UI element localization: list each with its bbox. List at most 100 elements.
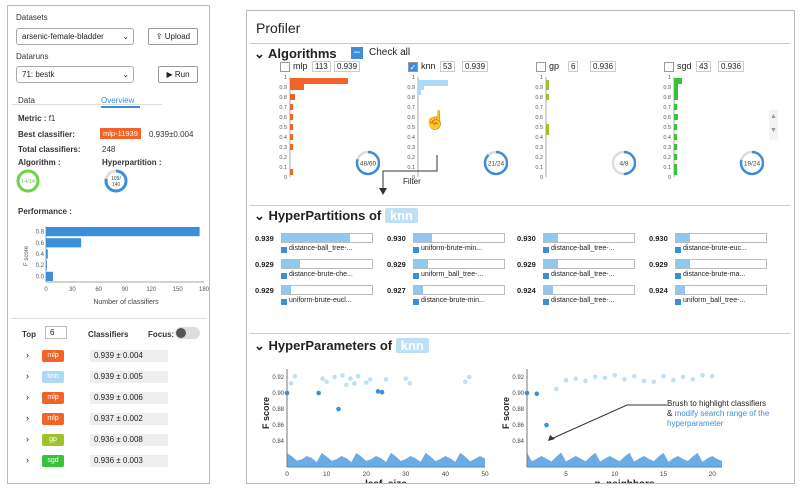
brush-line-1: Brush to highlight classifiers bbox=[667, 399, 767, 408]
upload-icon: ⇪ bbox=[155, 32, 163, 41]
algo-ytick: 0.7 bbox=[663, 105, 671, 111]
hp-score: 0.929 bbox=[255, 260, 274, 269]
hp-checkbox[interactable] bbox=[281, 247, 287, 253]
hp-checkbox[interactable] bbox=[675, 273, 681, 279]
selected-algo-tag: knn bbox=[395, 338, 429, 353]
datarun-select[interactable]: 71: bestk ⌄ bbox=[16, 66, 134, 83]
hyperpartition-item[interactable]: 0.929 distance-ball_tree-... bbox=[517, 259, 645, 283]
tab-divider bbox=[12, 104, 162, 105]
algo-bar bbox=[290, 144, 293, 150]
algo-ytick: 0.2 bbox=[407, 155, 415, 161]
hyperpartition-item[interactable]: 0.930 uniform-brute-min... bbox=[387, 233, 515, 257]
hp-checkbox[interactable] bbox=[543, 299, 549, 305]
hyperpartition-item[interactable]: 0.929 distance-brute-che... bbox=[255, 259, 383, 283]
table-row[interactable]: › mlp 0.939 ± 0.006 bbox=[18, 390, 203, 407]
algo-count: 6 bbox=[568, 61, 579, 72]
hp-checkbox[interactable] bbox=[413, 273, 419, 279]
chevron-down-icon: ⌄ bbox=[122, 32, 129, 41]
algo-bar bbox=[290, 169, 293, 175]
algo-count: 113 bbox=[312, 61, 331, 72]
hp-checkbox[interactable] bbox=[543, 273, 549, 279]
algorithms-header[interactable]: ⌄ Algorithms bbox=[254, 46, 337, 62]
algo-ytick: 1 bbox=[540, 75, 543, 81]
hp-checkbox[interactable] bbox=[281, 299, 287, 305]
table-row[interactable]: › mlp 0.937 ± 0.002 bbox=[18, 411, 203, 428]
run-button[interactable]: ▶ Run bbox=[158, 66, 198, 83]
tab-overview[interactable]: Overview bbox=[101, 96, 141, 108]
table-row[interactable]: › gp 0.936 ± 0.008 bbox=[18, 432, 203, 449]
hp-label: distance-brute-min... bbox=[421, 297, 485, 304]
n-neighbors-chart[interactable]: 0.92 0.90 0.88 0.86 0.84 5 10 15 20 F score n_neig… bbox=[497, 361, 737, 483]
hyperpartition-item[interactable]: 0.924 distance-ball_tree-... bbox=[517, 285, 645, 309]
algo-ytick: 1 bbox=[668, 75, 671, 81]
dataset-select[interactable]: arsenic-female-bladder ⌄ bbox=[16, 28, 134, 45]
ytick: 0.90 bbox=[272, 391, 284, 397]
hyperpartition-item[interactable]: 0.927 distance-brute-min... bbox=[387, 285, 515, 309]
perf-xtick: 0 bbox=[44, 287, 48, 293]
algo-ytick: 0.6 bbox=[279, 115, 287, 121]
hp-bar-fill bbox=[676, 234, 690, 242]
hyperpartition-item[interactable]: 0.939 distance-ball_tree-... bbox=[255, 233, 383, 257]
hyperparameters-header[interactable]: ⌄ HyperParameters of knn bbox=[254, 338, 429, 354]
perf-ytick: 0.4 bbox=[36, 252, 45, 258]
algo-ytick: 0.8 bbox=[407, 95, 415, 101]
expand-chevron-icon[interactable]: › bbox=[26, 392, 29, 402]
hparam-title: HyperParameters of bbox=[268, 338, 393, 353]
algo-ytick: 0.1 bbox=[535, 165, 543, 171]
best-classifier-badge[interactable]: mlp-11939 bbox=[100, 128, 141, 139]
leaf-size-chart[interactable]: 0.92 0.90 0.88 0.86 0.84 0 10 20 30 40 50 F score le… bbox=[257, 361, 489, 483]
algo-bar bbox=[546, 94, 549, 100]
expand-chevron-icon[interactable]: › bbox=[26, 371, 29, 381]
algo-ytick: 0 bbox=[412, 175, 415, 181]
algo-bar bbox=[290, 104, 293, 110]
upload-button-label: Upload bbox=[164, 32, 191, 41]
expand-chevron-icon[interactable]: › bbox=[26, 350, 29, 360]
hyperpartition-item[interactable]: 0.929 distance-brute-ma... bbox=[649, 259, 777, 283]
hp-checkbox[interactable] bbox=[675, 247, 681, 253]
hp-checkbox[interactable] bbox=[281, 273, 287, 279]
algo-ytick: 0.8 bbox=[279, 95, 287, 101]
hp-bar bbox=[543, 259, 635, 269]
hyperpartition-item[interactable]: 0.924 uniform_ball_tree-... bbox=[649, 285, 777, 309]
hp-checkbox[interactable] bbox=[413, 299, 419, 305]
expand-chevron-icon[interactable]: › bbox=[26, 434, 29, 444]
hyperpartition-item[interactable]: 0.929 uniform_ball_tree-... bbox=[387, 259, 515, 283]
hyperpartition-item[interactable]: 0.930 distance-brute-euc... bbox=[649, 233, 777, 257]
algo-checkbox[interactable] bbox=[280, 62, 290, 72]
check-all-checkbox[interactable]: – bbox=[351, 47, 363, 59]
scatter-point bbox=[407, 381, 413, 386]
expand-chevron-icon[interactable]: › bbox=[26, 455, 29, 465]
hp-label: distance-ball_tree-... bbox=[551, 245, 615, 252]
algo-ytick: 0.5 bbox=[279, 125, 287, 131]
brush-line-2a: & bbox=[667, 409, 675, 418]
scatter-point bbox=[524, 390, 530, 396]
hyperpartitions-header[interactable]: ⌄ HyperPartitions of knn bbox=[254, 208, 418, 224]
xtick: 30 bbox=[402, 471, 410, 478]
table-row[interactable]: › knn 0.939 ± 0.005 bbox=[18, 369, 203, 386]
scroll-arrows[interactable]: ▲ ▼ bbox=[769, 110, 778, 140]
table-row[interactable]: › sgd 0.936 ± 0.003 bbox=[18, 453, 203, 470]
tab-data[interactable]: Data bbox=[18, 96, 35, 105]
hp-checkbox[interactable] bbox=[675, 299, 681, 305]
classifier-score: 0.936 ± 0.008 bbox=[90, 434, 168, 446]
hp-checkbox[interactable] bbox=[543, 247, 549, 253]
top-count-input[interactable]: 6 bbox=[45, 326, 67, 339]
hp-bar-fill bbox=[544, 260, 558, 268]
hp-checkbox[interactable] bbox=[413, 247, 419, 253]
hyperpartition-item[interactable]: 0.930 distance-ball_tree-... bbox=[517, 233, 645, 257]
algo-name: gp bbox=[549, 61, 560, 71]
algo-name: mlp bbox=[293, 61, 308, 71]
hp-label: uniform-brute-eucl... bbox=[289, 297, 352, 304]
algo-checkbox[interactable] bbox=[536, 62, 546, 72]
algo-checkbox[interactable] bbox=[664, 62, 674, 72]
focus-toggle[interactable] bbox=[175, 327, 200, 339]
expand-chevron-icon[interactable]: › bbox=[26, 413, 29, 423]
algo-ytick: 0.9 bbox=[407, 85, 415, 91]
table-row[interactable]: › mlp 0.939 ± 0.004 bbox=[18, 348, 203, 365]
ytick: 0.88 bbox=[512, 407, 524, 413]
algo-checkbox[interactable]: ✓ bbox=[408, 62, 418, 72]
upload-button[interactable]: ⇪ Upload bbox=[148, 28, 198, 45]
scatter-point bbox=[709, 373, 715, 379]
hand-pointer-icon: ☝ bbox=[424, 110, 447, 130]
hyperpartition-item[interactable]: 0.929 uniform-brute-eucl... bbox=[255, 285, 383, 309]
